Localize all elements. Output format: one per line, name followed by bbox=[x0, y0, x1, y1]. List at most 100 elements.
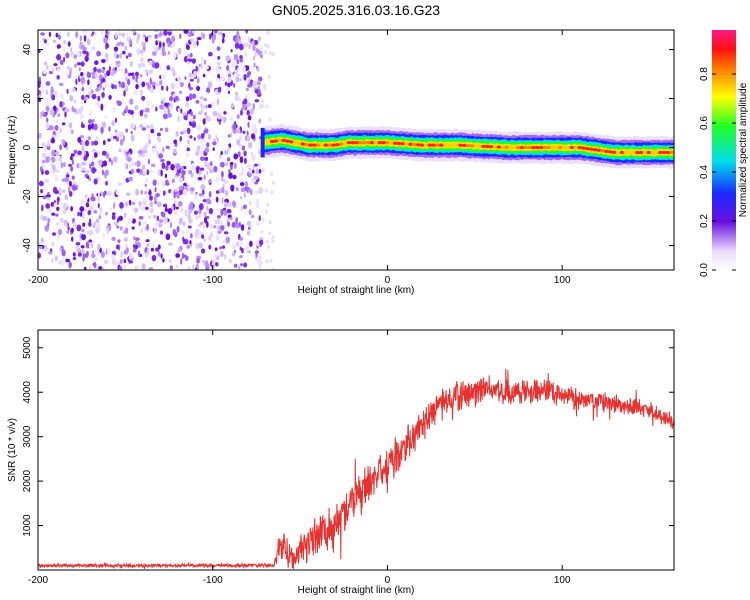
noise-blob bbox=[214, 253, 218, 258]
tone-peak bbox=[669, 150, 674, 155]
noise-blob bbox=[105, 115, 108, 120]
tone-peak bbox=[331, 143, 336, 147]
noise-blob bbox=[38, 180, 44, 187]
noise-blob bbox=[105, 56, 109, 62]
noise-blob bbox=[161, 46, 165, 53]
noise-blob bbox=[234, 95, 240, 101]
tone-peak bbox=[342, 141, 348, 145]
noise-blob bbox=[236, 139, 241, 146]
noise-blob bbox=[51, 257, 54, 264]
noise-blob bbox=[156, 132, 161, 137]
noise-blob bbox=[177, 200, 183, 207]
noise-blob bbox=[59, 144, 62, 151]
noise-blob bbox=[223, 201, 228, 208]
noise-blob bbox=[92, 148, 97, 154]
noise-blob bbox=[145, 252, 149, 258]
noise-blob bbox=[200, 138, 204, 144]
noise-blob bbox=[215, 234, 220, 241]
noise-blob bbox=[98, 251, 101, 256]
noise-blob bbox=[134, 237, 140, 242]
noise-blob bbox=[75, 242, 81, 246]
noise-blob bbox=[45, 88, 48, 96]
noise-blob bbox=[139, 89, 144, 96]
noise-blob bbox=[115, 60, 121, 64]
noise-blob bbox=[138, 215, 144, 220]
noise-blob bbox=[217, 86, 222, 93]
noise-blob bbox=[187, 266, 190, 270]
noise-blob bbox=[127, 109, 132, 114]
tone-peak bbox=[335, 143, 340, 147]
noise-blob bbox=[215, 190, 220, 194]
noise-blob bbox=[69, 156, 73, 161]
noise-blob bbox=[49, 109, 55, 116]
noise-blob bbox=[214, 262, 219, 267]
noise-blob bbox=[212, 110, 218, 117]
noise-blob bbox=[245, 87, 249, 92]
noise-blob bbox=[174, 167, 177, 175]
noise-blob bbox=[177, 107, 180, 112]
tone-peak bbox=[396, 141, 402, 146]
noise-blob bbox=[114, 260, 118, 268]
noise-blob bbox=[101, 68, 105, 74]
noise-blob bbox=[176, 192, 180, 199]
noise-blob bbox=[186, 139, 190, 145]
noise-blob bbox=[148, 190, 152, 195]
noise-blob bbox=[58, 82, 64, 86]
noise-blob bbox=[100, 30, 104, 35]
noise-blob bbox=[236, 31, 240, 38]
noise-blob bbox=[265, 104, 269, 109]
noise-blob bbox=[147, 158, 150, 165]
noise-blob bbox=[127, 156, 132, 162]
noise-blob bbox=[122, 111, 126, 117]
noise-blob bbox=[200, 56, 204, 63]
noise-blob bbox=[62, 101, 65, 106]
noise-blob bbox=[168, 258, 172, 263]
noise-blob bbox=[111, 120, 115, 127]
noise-blob bbox=[227, 201, 232, 208]
noise-blob bbox=[92, 204, 95, 209]
noise-blob bbox=[180, 207, 184, 213]
noise-blob bbox=[234, 42, 240, 50]
noise-blob bbox=[81, 140, 86, 146]
noise-blob bbox=[151, 81, 156, 86]
noise-blob bbox=[164, 173, 168, 179]
noise-blob bbox=[180, 166, 184, 171]
noise-blob bbox=[95, 266, 100, 270]
noise-blob bbox=[40, 88, 45, 94]
noise-blob bbox=[169, 102, 173, 110]
noise-blob bbox=[206, 198, 211, 205]
tone-peak bbox=[600, 149, 605, 153]
noise-blob bbox=[44, 145, 47, 152]
noise-blob bbox=[252, 82, 257, 89]
noise-blob bbox=[64, 176, 70, 183]
noise-blob bbox=[97, 202, 100, 209]
noise-blob bbox=[136, 241, 141, 249]
noise-blob bbox=[232, 82, 236, 88]
noise-blob bbox=[269, 259, 273, 264]
noise-blob bbox=[62, 47, 66, 52]
noise-blob bbox=[95, 257, 98, 261]
noise-blob bbox=[198, 193, 204, 197]
noise-blob bbox=[180, 217, 183, 223]
noise-blob bbox=[270, 190, 274, 195]
noise-blob bbox=[78, 155, 84, 159]
noise-blob bbox=[54, 90, 58, 97]
tone-peak bbox=[542, 145, 548, 150]
noise-blob bbox=[66, 88, 69, 94]
noise-blob bbox=[176, 76, 182, 82]
noise-blob bbox=[215, 196, 219, 203]
noise-blob bbox=[271, 267, 275, 270]
spectrogram-x-axis: -200 -100 0 100 bbox=[28, 30, 571, 286]
noise-blob bbox=[69, 128, 73, 132]
noise-blob bbox=[165, 145, 170, 149]
noise-blob bbox=[149, 207, 154, 214]
noise-blob bbox=[101, 169, 104, 176]
noise-blob bbox=[114, 129, 118, 133]
noise-blob bbox=[114, 84, 117, 90]
noise-blob bbox=[191, 73, 197, 79]
noise-blob bbox=[220, 150, 223, 156]
noise-blob bbox=[149, 195, 153, 201]
noise-blob bbox=[191, 30, 196, 34]
noise-blob bbox=[133, 236, 136, 241]
noise-blob bbox=[271, 180, 275, 185]
